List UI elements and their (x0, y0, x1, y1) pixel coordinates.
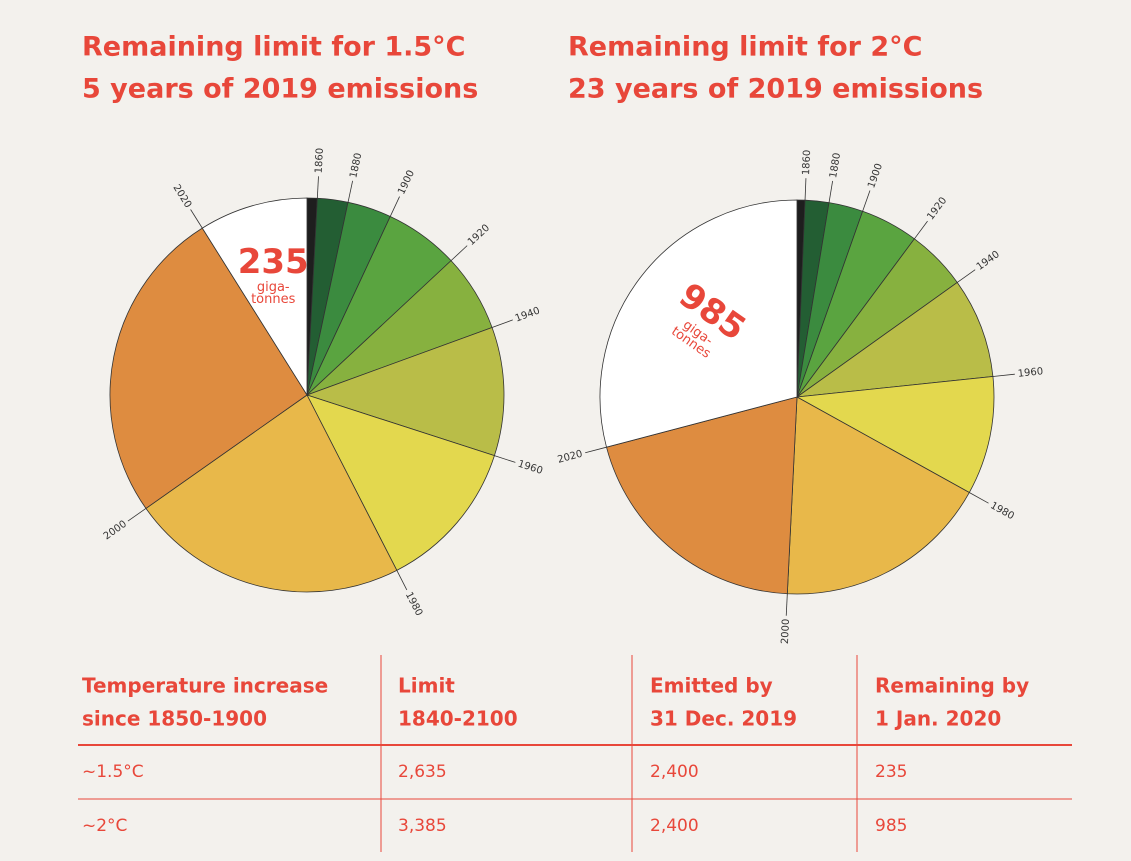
leader-line (992, 373, 1015, 377)
year-label: 1900 (396, 169, 417, 197)
year-label: 1880 (828, 152, 843, 179)
year-label: 2020 (556, 449, 583, 466)
table-header: Temperature increase (82, 674, 328, 698)
pie-slice (305, 326, 505, 457)
year-label: 1960 (1017, 366, 1043, 380)
table-header: Remaining by (875, 674, 1029, 698)
year-label: 1920 (466, 223, 492, 248)
table-cell: 235 (875, 762, 907, 782)
pie-slice (145, 394, 398, 593)
year-label: 1860 (801, 150, 813, 176)
year-label: 1860 (314, 148, 326, 174)
chart-title: 23 years of 2019 emissions (568, 74, 983, 105)
leader-line (914, 220, 928, 240)
pie-slice (109, 227, 308, 509)
year-label: 1920 (925, 195, 949, 222)
year-label: 1880 (348, 152, 364, 179)
chart-title: Remaining limit for 1.5°C (82, 32, 466, 63)
leader-line (785, 593, 788, 616)
table-cell: 2,400 (650, 762, 699, 782)
year-label: 2000 (102, 519, 129, 543)
leader-line (450, 245, 468, 261)
leader-line (862, 190, 871, 212)
leader-line (494, 455, 516, 463)
pie-slice (786, 396, 970, 595)
chart-title: 5 years of 2019 emissions (82, 74, 478, 105)
table-header: Limit (398, 674, 455, 698)
table-cell: 985 (875, 816, 907, 836)
table-header: Emitted by (650, 674, 773, 698)
table-header: 31 Dec. 2019 (650, 707, 797, 731)
year-label: 2020 (170, 183, 193, 210)
year-label: 1980 (988, 500, 1016, 522)
leader-line (316, 176, 319, 199)
table-cell: 2,635 (398, 762, 447, 782)
leader-line (957, 269, 976, 283)
pie-slice (795, 376, 995, 494)
leader-line (585, 446, 607, 454)
table-cell: 3,385 (398, 816, 447, 836)
table-header: since 1850-1900 (82, 707, 267, 731)
year-label: 1900 (866, 162, 885, 190)
year-label: 1960 (516, 459, 544, 477)
table-cell: ~2°C (82, 816, 127, 836)
year-label: 1940 (975, 249, 1002, 273)
leader-line (190, 209, 203, 229)
pie-slice (606, 396, 798, 595)
leader-line (389, 196, 400, 217)
table-cell: 2,400 (650, 816, 699, 836)
leader-line (491, 319, 513, 328)
table-header: 1 Jan. 2020 (875, 707, 1001, 731)
pie-slice (306, 394, 495, 571)
table-cell: ~1.5°C (82, 762, 144, 782)
leader-line (804, 178, 807, 201)
leader-line (396, 570, 408, 591)
leader-line (828, 180, 834, 203)
leader-line (347, 180, 354, 203)
remaining-slice (201, 197, 308, 397)
leader-line (127, 508, 147, 522)
pie-slice (795, 281, 994, 398)
year-label: 1940 (514, 305, 542, 324)
unit-label: tonnes (251, 292, 296, 307)
remaining-slice (599, 199, 798, 448)
table-header: 1840-2100 (398, 707, 518, 731)
year-label: 2000 (780, 618, 792, 644)
remaining-value: 235 (238, 242, 309, 282)
unit-label: giga- (257, 280, 290, 295)
chart-title: Remaining limit for 2°C (568, 32, 922, 63)
leader-line (969, 492, 989, 504)
year-label: 1980 (403, 590, 424, 618)
